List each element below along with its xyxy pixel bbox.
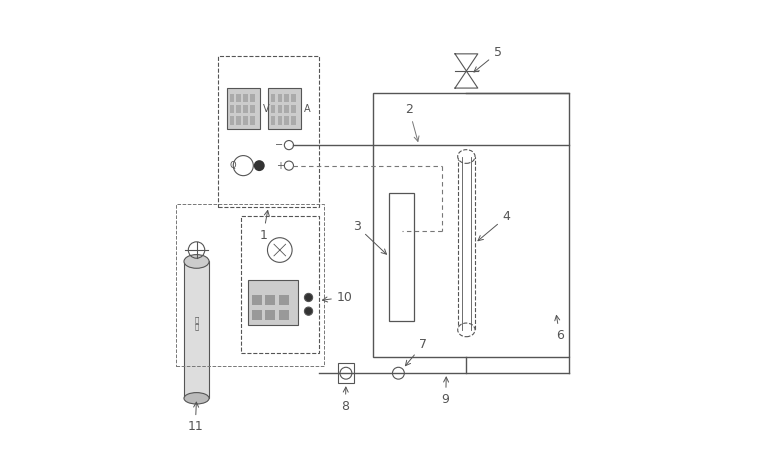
Text: +: + (276, 161, 284, 171)
Text: 10: 10 (323, 291, 353, 304)
Circle shape (392, 367, 404, 379)
Text: 3: 3 (353, 219, 386, 254)
Text: 4: 4 (478, 210, 510, 241)
Bar (278, 94, 282, 102)
Ellipse shape (184, 255, 209, 268)
Bar (250, 117, 255, 124)
Text: −: − (275, 140, 283, 150)
Ellipse shape (457, 150, 475, 163)
Bar (271, 105, 276, 113)
Bar (243, 105, 248, 113)
Bar (457, 157, 475, 330)
Text: 9: 9 (442, 377, 450, 406)
Bar (278, 117, 282, 124)
Bar (236, 105, 241, 113)
Text: 2: 2 (406, 103, 419, 141)
Bar (279, 295, 289, 305)
Bar (236, 94, 241, 102)
Bar (271, 117, 276, 124)
Text: V: V (262, 104, 269, 113)
Bar (230, 117, 235, 124)
Bar (230, 105, 235, 113)
Bar (279, 310, 289, 320)
Ellipse shape (457, 323, 475, 337)
Circle shape (340, 367, 352, 379)
Text: 11: 11 (187, 402, 203, 433)
Text: 8: 8 (341, 387, 349, 413)
Bar (291, 117, 296, 124)
Circle shape (304, 293, 313, 302)
Bar (228, 88, 260, 129)
Bar (248, 280, 298, 325)
Bar (236, 117, 241, 124)
Bar (337, 363, 354, 383)
Text: 5: 5 (474, 46, 502, 72)
Bar (184, 262, 209, 398)
Text: 1: 1 (259, 211, 269, 241)
Ellipse shape (184, 392, 209, 404)
Bar (250, 94, 255, 102)
Text: A: A (303, 104, 310, 113)
Bar (389, 193, 414, 321)
Bar (291, 105, 296, 113)
Text: 6: 6 (555, 315, 563, 342)
Bar (278, 105, 282, 113)
Bar (284, 117, 289, 124)
Bar (373, 93, 570, 357)
Bar (176, 204, 324, 366)
Bar (243, 117, 248, 124)
Bar (250, 105, 255, 113)
Bar (230, 94, 235, 102)
Bar (284, 105, 289, 113)
Circle shape (304, 307, 313, 315)
Text: Q: Q (230, 161, 237, 170)
Text: 7: 7 (406, 338, 427, 366)
Bar (243, 94, 248, 102)
Bar (241, 216, 319, 353)
Bar (269, 88, 301, 129)
Bar (218, 56, 319, 207)
Bar (284, 94, 289, 102)
Circle shape (254, 160, 265, 171)
Bar (265, 310, 276, 320)
Bar (291, 94, 296, 102)
Bar (271, 94, 276, 102)
Bar (265, 295, 276, 305)
Bar (252, 310, 262, 320)
Text: 氧
气: 氧 气 (194, 316, 199, 330)
Bar (252, 295, 262, 305)
